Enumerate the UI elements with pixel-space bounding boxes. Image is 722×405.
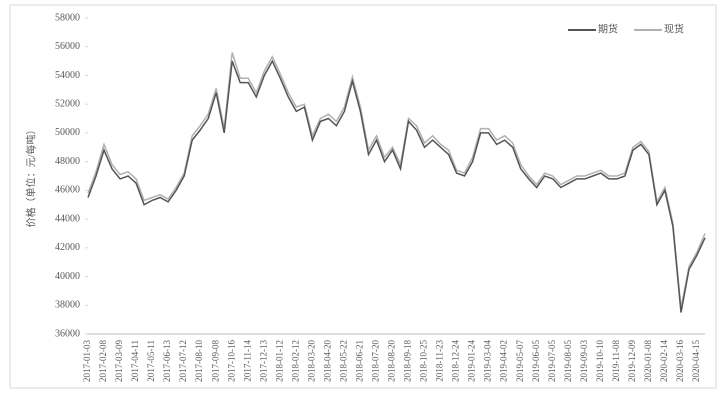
y-tick-label: 36000 <box>55 328 80 339</box>
x-tick-label: 2017-09-08 <box>210 340 220 382</box>
x-tick-label: 2017-01-03 <box>82 340 92 382</box>
x-tick-label: 2018-06-21 <box>355 340 365 382</box>
x-tick-label: 2020-01-08 <box>643 340 653 382</box>
x-tick-label: 2018-08-20 <box>387 340 397 382</box>
x-tick-label: 2018-05-22 <box>338 340 348 382</box>
x-tick-label: 2020-04-15 <box>691 340 701 382</box>
y-tick-label: 58000 <box>55 12 80 23</box>
x-tick-label: 2019-01-24 <box>467 340 477 382</box>
x-tick-label: 2019-07-05 <box>547 340 557 382</box>
series-line <box>87 52 706 309</box>
x-tick-label: 2018-12-24 <box>451 340 461 382</box>
x-tick-label: 2017-11-14 <box>242 340 252 382</box>
x-tick-label: 2018-11-23 <box>435 340 445 382</box>
x-tick-label: 2019-08-05 <box>563 340 573 382</box>
x-tick-label: 2018-02-12 <box>290 340 300 382</box>
x-tick-label: 2019-04-02 <box>499 340 509 382</box>
x-tick-label: 2017-12-13 <box>258 340 268 382</box>
x-tick-label: 2017-05-11 <box>146 340 156 382</box>
y-tick-label: 46000 <box>55 185 80 196</box>
y-tick-label: 44000 <box>55 213 80 224</box>
x-tick-label: 2020-03-16 <box>675 340 685 382</box>
legend-label: 期货 <box>598 22 618 35</box>
y-tick-label: 42000 <box>55 242 80 253</box>
x-tick-label: 2017-04-11 <box>130 340 140 382</box>
x-tick-label: 2017-06-13 <box>162 340 172 382</box>
x-tick-label: 2018-01-12 <box>274 340 284 382</box>
x-tick-label: 2017-03-09 <box>114 340 124 382</box>
x-tick-label: 2019-03-04 <box>483 340 493 382</box>
chart-border <box>9 4 717 389</box>
y-tick-label: 52000 <box>55 98 80 109</box>
y-tick-label: 56000 <box>55 41 80 52</box>
series-line <box>87 59 706 313</box>
x-tick-label: 2018-03-20 <box>306 340 316 382</box>
x-tick-label: 2018-04-20 <box>322 340 332 382</box>
x-tick-label: 2019-10-10 <box>595 340 605 382</box>
y-tick-label: 48000 <box>55 156 80 167</box>
x-tick-label: 2017-02-08 <box>98 340 108 382</box>
x-tick-label: 2017-10-16 <box>226 340 236 382</box>
x-tick-label: 2017-07-12 <box>178 340 188 382</box>
x-tick-label: 2018-10-25 <box>419 340 429 382</box>
x-tick-label: 2018-09-18 <box>403 340 413 382</box>
x-tick-label: 2019-09-03 <box>579 340 589 382</box>
y-tick-label: 38000 <box>55 300 80 311</box>
x-tick-label: 2020-02-14 <box>659 340 669 382</box>
x-tick-label: 2018-07-20 <box>371 340 381 382</box>
y-tick-label: 40000 <box>55 271 80 282</box>
legend-label: 现货 <box>664 22 684 35</box>
y-tick-label: 50000 <box>55 127 80 138</box>
y-tick-label: 54000 <box>55 70 80 81</box>
y-axis-label: 价格（单位：元/每吨） <box>24 125 37 228</box>
x-tick-label: 2017-08-10 <box>194 340 204 382</box>
x-tick-label: 2019-11-08 <box>611 340 621 382</box>
x-tick-label: 2019-05-07 <box>515 340 525 382</box>
x-tick-label: 2019-06-05 <box>531 340 541 382</box>
x-tick-label: 2019-12-09 <box>627 340 637 382</box>
